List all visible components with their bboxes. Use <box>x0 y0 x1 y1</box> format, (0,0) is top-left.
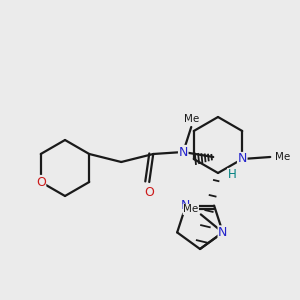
Text: N: N <box>178 146 188 158</box>
Text: O: O <box>144 185 154 199</box>
Text: Me: Me <box>183 204 199 214</box>
Text: N: N <box>218 226 227 239</box>
Text: N: N <box>238 152 247 166</box>
Text: Me: Me <box>274 152 290 162</box>
Text: O: O <box>36 176 46 188</box>
Text: H: H <box>228 169 236 182</box>
Text: N: N <box>181 199 190 212</box>
Text: Me: Me <box>184 114 199 124</box>
